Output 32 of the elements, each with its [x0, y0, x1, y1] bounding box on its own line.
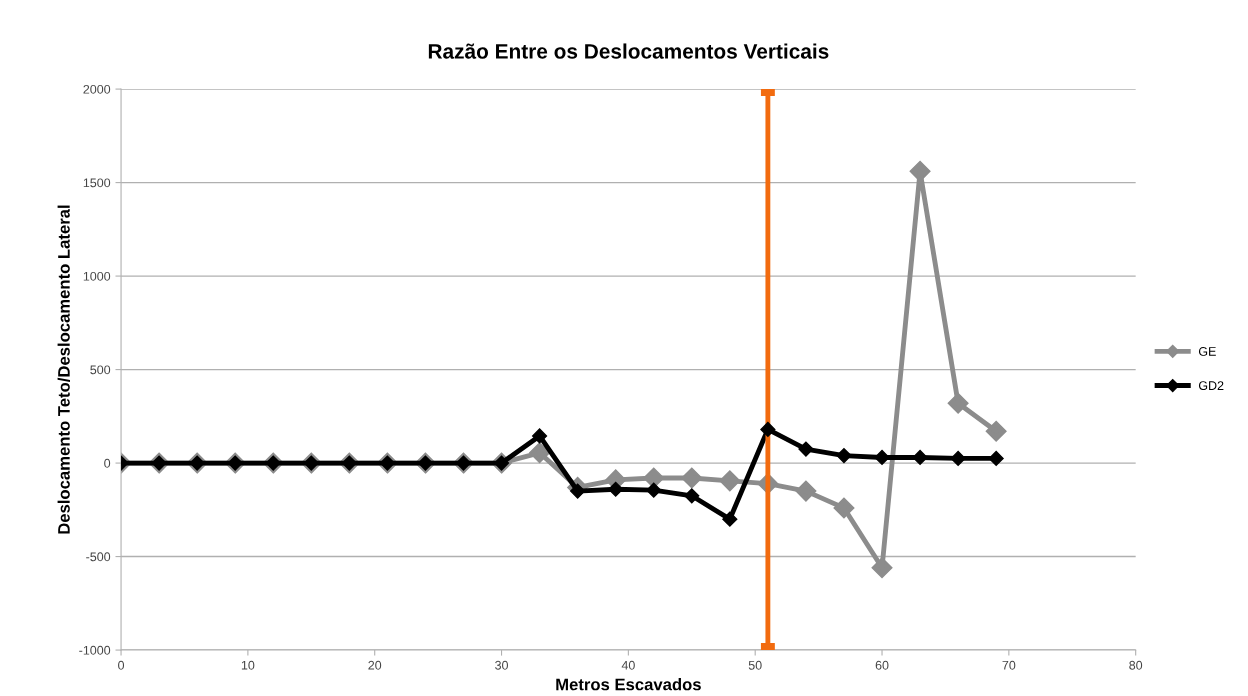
y-tick-label: 1000 — [83, 271, 111, 281]
y-tick-label: 0 — [104, 458, 111, 468]
x-tick-label: 60 — [875, 660, 889, 670]
point — [988, 450, 1004, 466]
x-tick-label: 0 — [118, 660, 125, 670]
y-tick-label: 1500 — [83, 178, 111, 188]
point — [874, 449, 890, 466]
y-tick-label: -500 — [86, 552, 111, 562]
point — [798, 441, 814, 457]
legend-label: GE — [1198, 347, 1216, 356]
x-tick-label: 40 — [621, 660, 635, 670]
x-tick-label: 20 — [368, 660, 382, 670]
point — [950, 450, 966, 466]
x-tick-label: 30 — [495, 660, 508, 670]
point — [760, 421, 776, 437]
x-tick-label: 70 — [1002, 660, 1016, 670]
point — [646, 482, 662, 498]
point — [836, 448, 852, 464]
y-tick-label: 500 — [90, 365, 111, 375]
y-axis-title: Deslocamento Teto/Deslocamento Lateral — [57, 205, 70, 534]
y-tick-label: 2000 — [83, 84, 111, 94]
point — [722, 511, 738, 527]
x-axis-title: Metros Escavados — [556, 678, 701, 691]
point — [684, 488, 700, 504]
y-tick-label: -1000 — [79, 645, 111, 655]
x-tick-label: 80 — [1129, 660, 1143, 670]
x-tick-label: 50 — [748, 660, 762, 670]
x-tick-label: 10 — [241, 660, 255, 670]
point — [532, 428, 548, 444]
point — [912, 449, 928, 466]
legend-label: GD2 — [1198, 381, 1224, 391]
chart-title: Razão Entre os Deslocamentos Verticais — [428, 43, 829, 59]
